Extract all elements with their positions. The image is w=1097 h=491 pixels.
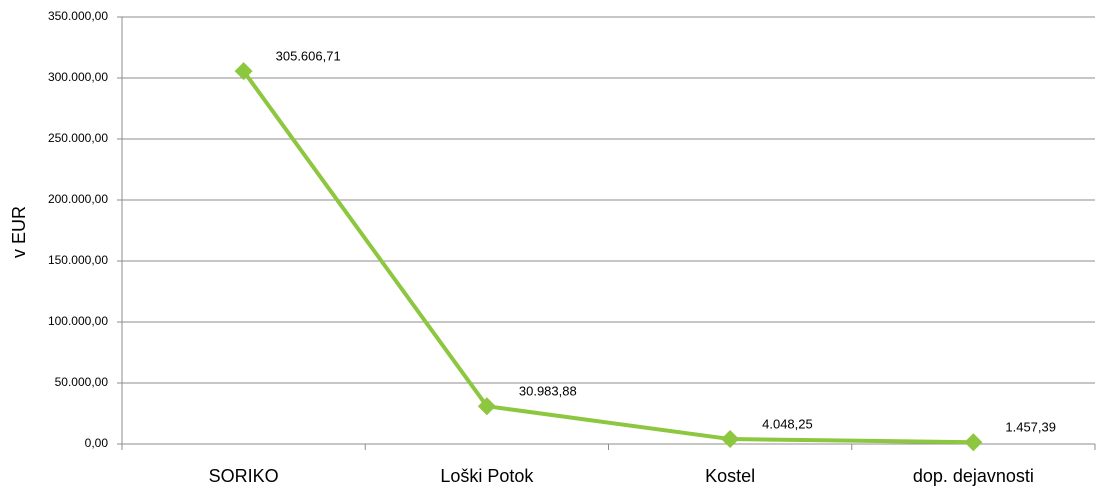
y-tick-label: 0,00 [85, 436, 109, 450]
x-tick-label: Kostel [705, 466, 755, 486]
y-tick-label: 100.000,00 [48, 314, 108, 328]
line [242, 69, 974, 445]
x-tick-label: Loški Potok [440, 466, 534, 486]
marker [477, 397, 496, 416]
y-tick-label: 150.000,00 [48, 253, 108, 267]
marker [234, 62, 253, 81]
marker [964, 433, 983, 452]
y-tick-label: 300.000,00 [48, 70, 108, 84]
y-tick-label: 250.000,00 [48, 131, 108, 145]
x-tick-label: dop. dejavnosti [913, 466, 1034, 486]
value-label: 30.983,88 [519, 384, 577, 399]
value-label: 1.457,39 [1005, 420, 1056, 435]
x-tick-label: SORIKO [209, 466, 279, 486]
y-tick-label: 50.000,00 [55, 375, 109, 389]
value-label: 305.606,71 [276, 49, 341, 64]
y-tick-label: 200.000,00 [48, 192, 108, 206]
y-tick-label: 350.000,00 [48, 9, 108, 23]
y-axis-label: v EUR [9, 206, 29, 258]
value-label: 4.048,25 [762, 416, 813, 431]
marker [721, 430, 740, 449]
